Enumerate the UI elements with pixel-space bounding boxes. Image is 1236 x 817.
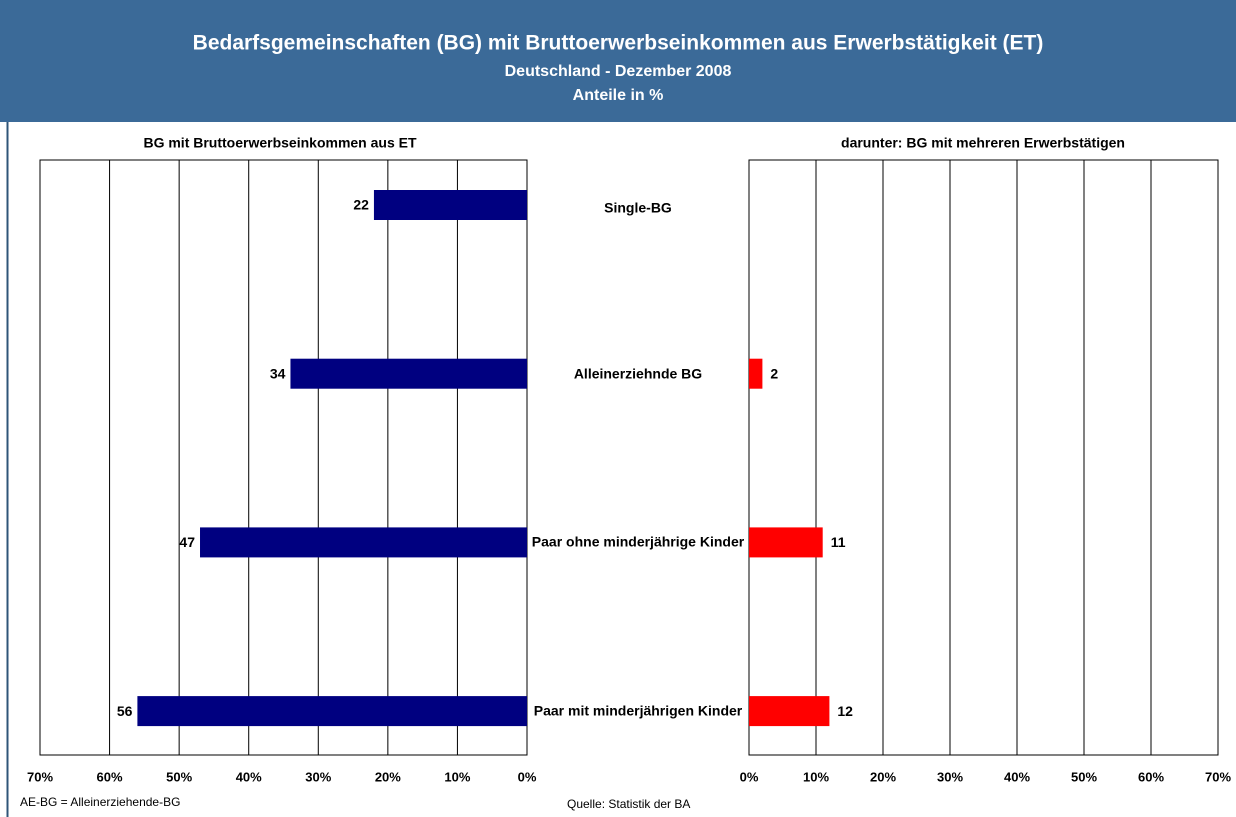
- bar: [749, 527, 823, 558]
- x-tick-label: 60%: [1138, 769, 1164, 784]
- source: Quelle: Statistik der BA: [567, 797, 690, 811]
- plot-area: [748, 159, 1219, 756]
- subtitle: Deutschland - Dezember 2008: [505, 63, 732, 80]
- category-label: Alleinerziehnde BG: [573, 365, 703, 382]
- x-tick-label: 60%: [97, 769, 123, 784]
- bar: [373, 190, 527, 220]
- x-tick-label: 70%: [1205, 769, 1231, 784]
- value-label: 56: [117, 703, 133, 719]
- value-label: 34: [270, 365, 286, 381]
- x-tick-label: 40%: [1004, 769, 1030, 784]
- x-tick-label: 0%: [518, 769, 537, 784]
- plot-title: darunter: BG mit mehreren Erwerbstätigen: [841, 135, 1125, 151]
- x-tick-label: 50%: [1071, 769, 1097, 784]
- x-tick-label: 10%: [444, 769, 470, 784]
- footnote: AE-BG = Alleinerziehende-BG: [20, 795, 180, 809]
- x-tick-label: 30%: [937, 769, 963, 784]
- x-tick-label: 70%: [27, 769, 53, 784]
- x-tick-label: 10%: [803, 769, 829, 784]
- unit-line: Anteile in %: [573, 87, 664, 104]
- bar: [290, 358, 527, 389]
- bar: [200, 527, 527, 558]
- x-tick-label: 20%: [870, 769, 896, 784]
- category-label: Paar mit minderjährigen Kinder: [533, 702, 743, 719]
- header-band: [0, 0, 1236, 122]
- bar: [749, 358, 763, 389]
- bar: [749, 696, 830, 727]
- value-label: 11: [831, 534, 846, 550]
- value-label: 47: [179, 534, 195, 550]
- x-tick-label: 20%: [375, 769, 401, 784]
- category-label: Single-BG: [604, 199, 672, 216]
- x-tick-label: 0%: [740, 769, 759, 784]
- x-tick-label: 50%: [166, 769, 192, 784]
- value-label: 22: [353, 197, 369, 213]
- x-tick-label: 30%: [305, 769, 331, 784]
- plot-area: [39, 159, 528, 756]
- value-label: 2: [770, 365, 778, 381]
- category-label: Paar ohne minderjährige Kinder: [531, 533, 745, 550]
- plot-title: BG mit Bruttoerwerbseinkommen aus ET: [143, 135, 417, 151]
- title: Bedarfsgemeinschaften (BG) mit Bruttoerw…: [193, 32, 1044, 55]
- x-tick-label: 40%: [236, 769, 262, 784]
- bar: [137, 696, 527, 727]
- value-label: 12: [837, 703, 853, 719]
